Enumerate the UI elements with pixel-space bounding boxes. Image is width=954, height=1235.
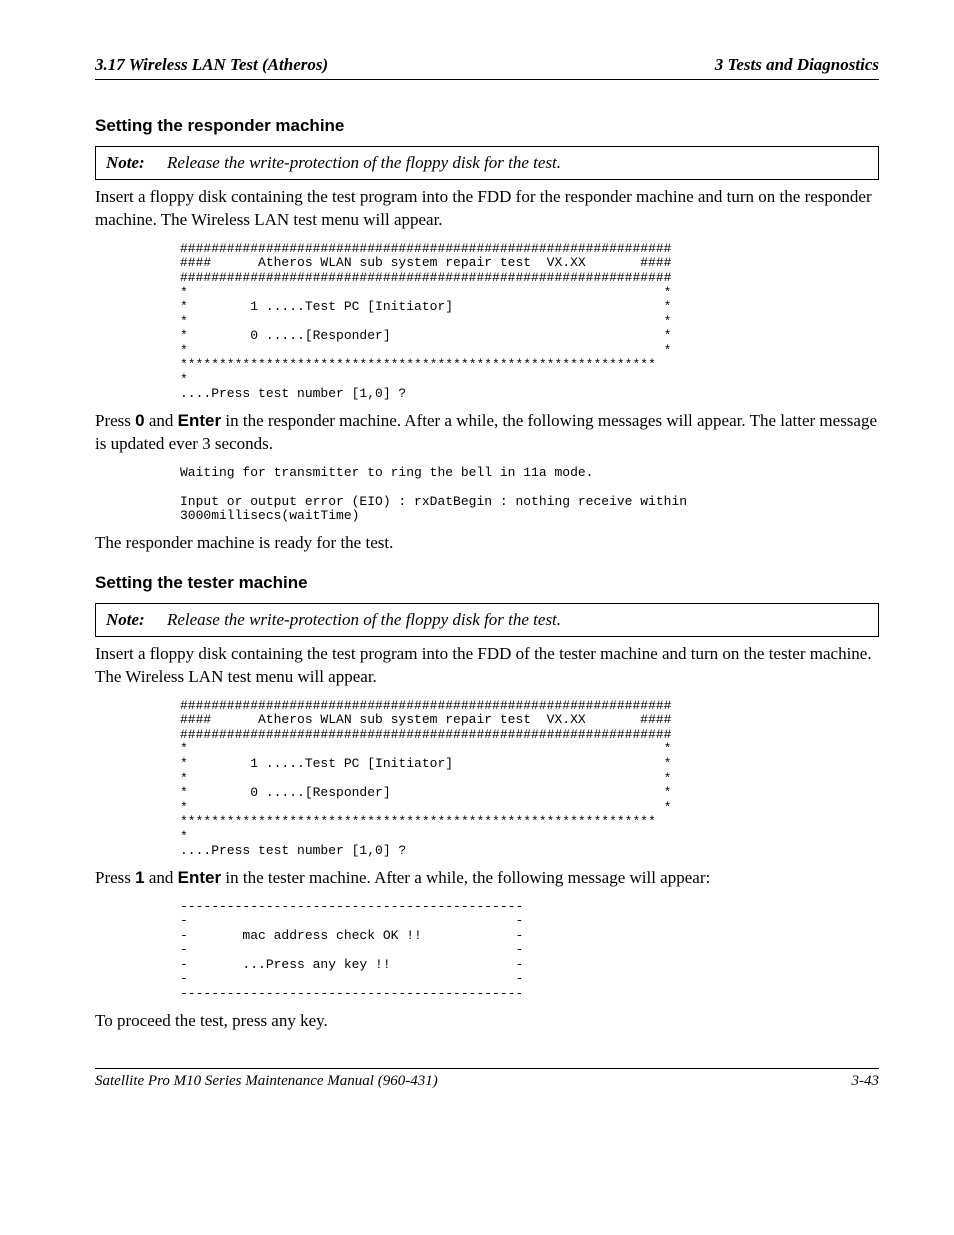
tester-code-menu: ########################################… bbox=[180, 699, 879, 859]
responder-paragraph-1: Insert a floppy disk containing the test… bbox=[95, 186, 879, 232]
tester-paragraph-1: Insert a floppy disk containing the test… bbox=[95, 643, 879, 689]
note-label: Note: bbox=[106, 153, 145, 172]
footer-right: 3-43 bbox=[852, 1073, 880, 1090]
text-fragment: in the tester machine. After a while, th… bbox=[221, 868, 710, 887]
responder-paragraph-2: Press 0 and Enter in the responder machi… bbox=[95, 410, 879, 456]
page: 3.17 Wireless LAN Test (Atheros) 3 Tests… bbox=[0, 0, 954, 1235]
footer-left: Satellite Pro M10 Series Maintenance Man… bbox=[95, 1073, 438, 1090]
section-heading-tester: Setting the tester machine bbox=[95, 573, 879, 593]
responder-code-menu: ########################################… bbox=[180, 242, 879, 402]
page-header: 3.17 Wireless LAN Test (Atheros) 3 Tests… bbox=[95, 55, 879, 80]
note-text: Release the write-protection of the flop… bbox=[167, 610, 561, 629]
header-left: 3.17 Wireless LAN Test (Atheros) bbox=[95, 55, 328, 75]
key-0: 0 bbox=[135, 411, 144, 430]
note-box-tester: Note: Release the write-protection of th… bbox=[95, 603, 879, 637]
key-enter: Enter bbox=[178, 868, 221, 887]
text-fragment: and bbox=[145, 411, 178, 430]
tester-code-output: ----------------------------------------… bbox=[180, 900, 879, 1002]
responder-code-output: Waiting for transmitter to ring the bell… bbox=[180, 466, 879, 524]
section-heading-responder: Setting the responder machine bbox=[95, 116, 879, 136]
text-fragment: and bbox=[145, 868, 178, 887]
tester-paragraph-3: To proceed the test, press any key. bbox=[95, 1010, 879, 1033]
text-fragment: Press bbox=[95, 868, 135, 887]
page-footer: Satellite Pro M10 Series Maintenance Man… bbox=[95, 1068, 879, 1090]
key-enter: Enter bbox=[178, 411, 221, 430]
responder-paragraph-3: The responder machine is ready for the t… bbox=[95, 532, 879, 555]
key-1: 1 bbox=[135, 868, 144, 887]
header-right: 3 Tests and Diagnostics bbox=[715, 55, 879, 75]
tester-paragraph-2: Press 1 and Enter in the tester machine.… bbox=[95, 867, 879, 890]
note-box-responder: Note: Release the write-protection of th… bbox=[95, 146, 879, 180]
note-label: Note: bbox=[106, 610, 145, 629]
note-text: Release the write-protection of the flop… bbox=[167, 153, 561, 172]
text-fragment: Press bbox=[95, 411, 135, 430]
